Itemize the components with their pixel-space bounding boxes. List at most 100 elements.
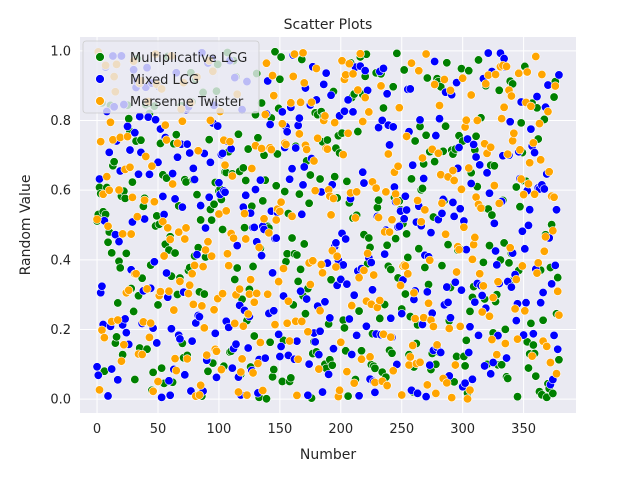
point-series-2 <box>315 306 325 316</box>
point-series-1 <box>177 202 187 212</box>
point-series-2 <box>489 181 499 191</box>
point-series-1 <box>528 329 538 339</box>
point-series-2 <box>216 365 226 375</box>
point-series-2 <box>222 249 232 259</box>
point-series-2 <box>409 288 419 298</box>
point-series-2 <box>92 214 102 224</box>
point-series-2 <box>182 354 192 364</box>
point-series-0 <box>372 203 382 213</box>
point-series-2 <box>302 145 312 155</box>
point-series-1 <box>354 391 364 401</box>
point-series-2 <box>539 246 549 256</box>
point-series-2 <box>499 102 509 112</box>
point-series-2 <box>515 145 525 155</box>
point-series-1 <box>477 290 487 300</box>
point-series-1 <box>361 321 371 331</box>
point-series-0 <box>370 363 380 373</box>
point-series-2 <box>263 289 273 299</box>
point-series-1 <box>460 378 470 388</box>
point-series-2 <box>405 352 415 362</box>
point-series-1 <box>445 313 455 323</box>
point-series-2 <box>382 381 392 391</box>
point-series-1 <box>521 298 531 308</box>
point-series-0 <box>354 306 364 316</box>
point-series-2 <box>282 318 292 328</box>
point-series-1 <box>551 205 561 215</box>
point-series-2 <box>344 59 354 69</box>
point-series-1 <box>374 123 384 133</box>
point-series-1 <box>491 246 501 256</box>
point-series-1 <box>285 174 295 184</box>
point-series-2 <box>509 128 519 138</box>
point-series-1 <box>475 160 485 170</box>
point-series-1 <box>227 363 237 373</box>
point-series-2 <box>478 281 488 291</box>
point-series-0 <box>406 174 416 184</box>
point-series-0 <box>399 65 409 75</box>
point-series-1 <box>190 175 200 185</box>
point-series-2 <box>531 51 541 61</box>
point-series-0 <box>378 103 388 113</box>
point-series-2 <box>528 138 538 148</box>
point-series-1 <box>402 205 412 215</box>
point-series-1 <box>377 115 387 125</box>
point-series-2 <box>491 70 501 80</box>
point-series-0 <box>275 74 285 84</box>
point-series-1 <box>93 370 103 380</box>
point-series-1 <box>194 312 204 322</box>
point-series-2 <box>104 185 114 195</box>
y-tick-label: 0.4 <box>50 253 71 268</box>
point-series-1 <box>277 107 287 117</box>
point-series-1 <box>103 391 113 401</box>
point-series-0 <box>248 261 258 271</box>
point-series-2 <box>162 135 172 145</box>
point-series-0 <box>269 365 279 375</box>
point-series-2 <box>392 197 402 207</box>
point-series-2 <box>193 146 203 156</box>
point-series-0 <box>387 348 397 358</box>
point-series-2 <box>519 190 529 200</box>
point-series-1 <box>394 221 404 231</box>
point-series-0 <box>171 130 181 140</box>
point-series-1 <box>425 360 435 370</box>
point-series-2 <box>422 380 432 390</box>
point-series-2 <box>269 91 279 101</box>
point-series-2 <box>201 245 211 255</box>
point-series-2 <box>138 317 148 327</box>
point-series-0 <box>115 263 125 273</box>
point-series-2 <box>506 91 516 101</box>
point-series-2 <box>354 273 364 283</box>
point-series-0 <box>124 114 134 124</box>
point-series-2 <box>381 187 391 197</box>
point-series-2 <box>99 333 109 343</box>
point-series-2 <box>286 98 296 108</box>
point-series-0 <box>549 92 559 102</box>
point-series-0 <box>487 210 497 220</box>
point-series-2 <box>371 183 381 193</box>
point-series-2 <box>289 49 299 59</box>
point-series-2 <box>205 115 215 125</box>
point-series-1 <box>506 282 516 292</box>
point-series-0 <box>512 392 522 402</box>
point-series-2 <box>502 61 512 71</box>
point-series-1 <box>450 277 460 287</box>
point-series-1 <box>182 139 192 149</box>
point-series-1 <box>164 376 174 386</box>
point-series-1 <box>121 328 131 338</box>
point-series-0 <box>500 324 510 334</box>
point-series-2 <box>293 354 303 364</box>
point-series-2 <box>123 132 133 142</box>
point-series-0 <box>471 131 481 141</box>
point-series-2 <box>198 262 208 272</box>
point-series-1 <box>470 297 480 307</box>
point-series-2 <box>296 97 306 107</box>
point-series-2 <box>181 223 191 233</box>
point-series-2 <box>159 251 169 261</box>
point-series-1 <box>421 392 431 402</box>
point-series-1 <box>443 297 453 307</box>
legend-label-0: Multiplicative LCG <box>130 51 247 66</box>
point-series-1 <box>523 220 533 230</box>
point-series-0 <box>253 133 263 143</box>
point-series-2 <box>505 243 515 253</box>
point-series-2 <box>103 221 113 231</box>
